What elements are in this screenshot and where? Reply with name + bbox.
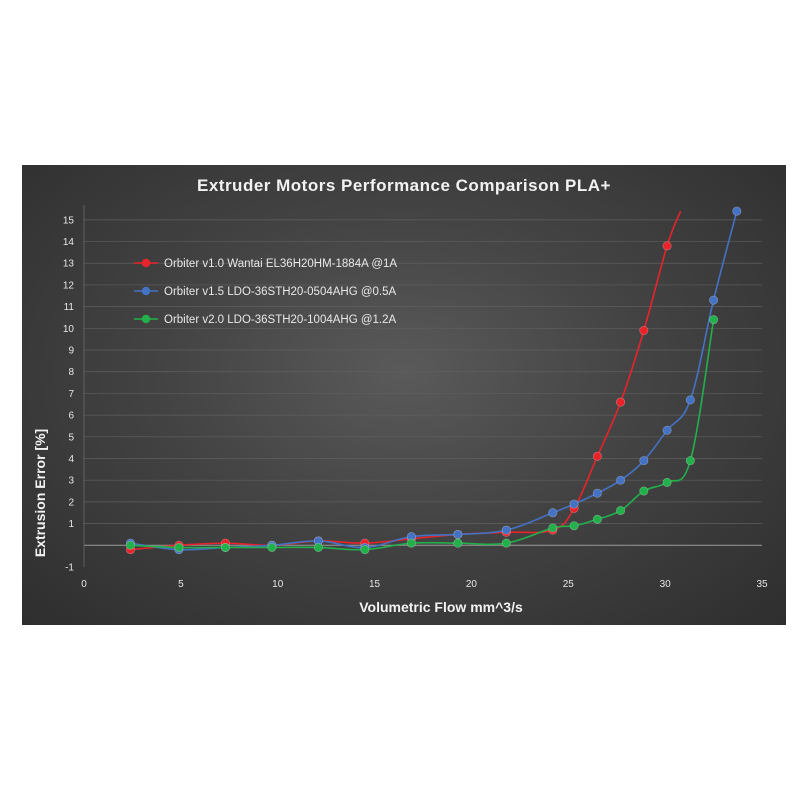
data-point	[662, 241, 672, 251]
y-tick-label: 3	[68, 476, 74, 487]
y-tick-label: 7	[68, 389, 74, 400]
series-3	[125, 315, 719, 555]
x-tick-label: 15	[369, 579, 381, 590]
legend-label: Orbiter v2.0 LDO-36STH20-1004AHG @1.2A	[164, 314, 397, 326]
data-point	[616, 506, 626, 516]
series-layer	[125, 206, 742, 555]
data-point	[360, 545, 370, 555]
data-point	[592, 514, 602, 524]
series-line	[130, 319, 715, 551]
data-point	[592, 451, 602, 461]
y-tick-label: 14	[63, 237, 75, 248]
data-point	[125, 540, 135, 550]
legend-label: Orbiter v1.0 Wantai EL36H20HM-1884A @1A	[164, 258, 397, 270]
y-tick-label: 10	[63, 324, 75, 335]
grid-layer	[83, 205, 762, 567]
data-point	[569, 521, 579, 531]
data-point	[453, 538, 463, 548]
data-point	[267, 542, 277, 552]
data-point	[732, 206, 742, 216]
data-point	[501, 538, 511, 548]
x-axis-ticks: 0 5 10 15 20 25 30 35	[81, 579, 768, 590]
y-axis-title: Extrusion Error [%]	[32, 429, 48, 557]
data-point	[685, 456, 695, 466]
data-point	[639, 486, 649, 496]
y-tick-label: 9	[68, 346, 74, 357]
data-point	[662, 477, 672, 487]
data-point	[220, 542, 230, 552]
data-point	[453, 529, 463, 539]
y-tick-label: 4	[68, 454, 74, 465]
y-tick-label: 12	[63, 280, 75, 291]
data-point	[685, 395, 695, 405]
y-tick-label: 15	[63, 215, 75, 226]
legend-marker	[141, 258, 151, 268]
y-tick-label: 13	[63, 259, 75, 270]
legend-item: Orbiter v1.0 Wantai EL36H20HM-1884A @1A	[134, 258, 397, 270]
legend-item: Orbiter v1.5 LDO-36STH20-0504AHG @0.5A	[134, 286, 397, 298]
chart-title: Extruder Motors Performance Comparison P…	[197, 176, 611, 195]
y-tick-label: 1	[68, 519, 74, 530]
x-tick-label: 30	[660, 579, 672, 590]
data-point	[639, 326, 649, 336]
y-tick-label: 8	[68, 367, 74, 378]
data-point	[501, 525, 511, 535]
x-tick-label: 10	[272, 579, 284, 590]
legend-item: Orbiter v2.0 LDO-36STH20-1004AHG @1.2A	[134, 314, 397, 326]
data-point	[548, 508, 558, 518]
y-tick-label: 5	[68, 432, 74, 443]
data-point	[592, 488, 602, 498]
legend-marker	[141, 314, 151, 324]
x-tick-label: 35	[756, 579, 768, 590]
x-tick-label: 25	[563, 579, 575, 590]
x-tick-label: 20	[466, 579, 478, 590]
data-point	[616, 397, 626, 407]
data-point	[174, 542, 184, 552]
data-point	[569, 499, 579, 509]
data-point	[639, 456, 649, 466]
legend-marker	[141, 286, 151, 296]
y-tick-label: 2	[68, 497, 74, 508]
y-tick-label: 6	[68, 411, 74, 422]
y-tick-label: 11	[64, 302, 75, 313]
x-tick-label: 5	[178, 579, 184, 590]
x-axis-title: Volumetric Flow mm^3/s	[359, 599, 523, 615]
data-point	[662, 425, 672, 435]
legend: Orbiter v1.0 Wantai EL36H20HM-1884A @1A O…	[134, 258, 397, 326]
data-point	[709, 295, 719, 305]
data-point	[313, 542, 323, 552]
y-tick-label: -1	[65, 563, 74, 574]
data-point	[548, 523, 558, 533]
x-tick-label: 0	[81, 579, 87, 590]
data-point	[709, 315, 719, 325]
data-point	[406, 538, 416, 548]
legend-label: Orbiter v1.5 LDO-36STH20-0504AHG @0.5A	[164, 286, 397, 298]
chart-svg: Extruder Motors Performance Comparison P…	[32, 176, 768, 615]
data-point	[616, 475, 626, 485]
chart-panel: Extruder Motors Performance Comparison P…	[22, 165, 786, 625]
